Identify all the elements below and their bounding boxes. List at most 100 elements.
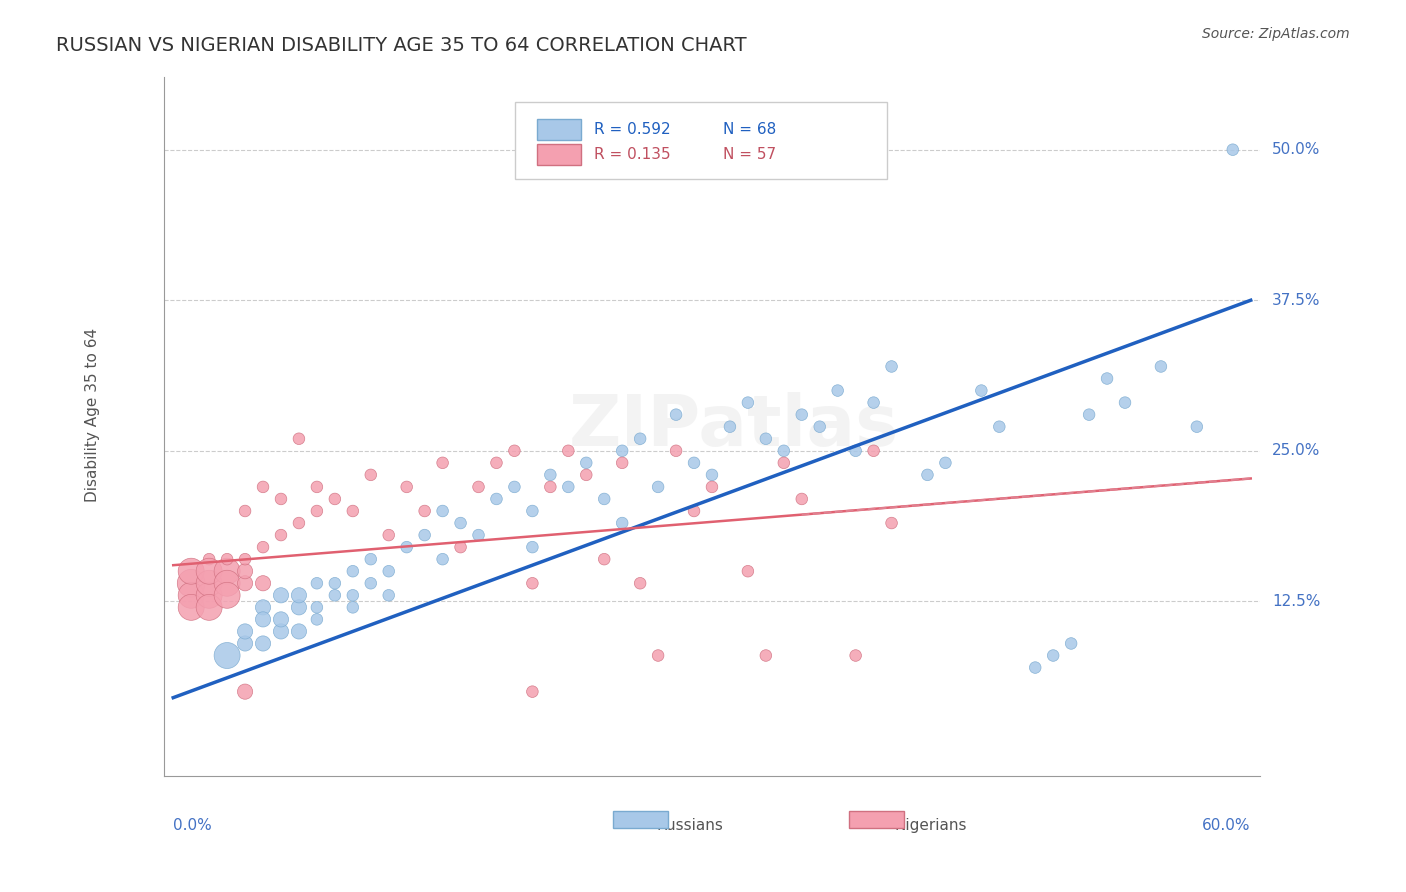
Text: 60.0%: 60.0% [1202,818,1251,833]
Point [522,576,544,591]
Point [772,456,794,470]
Text: Source: ZipAtlas.com: Source: ZipAtlas.com [1202,27,1350,41]
Point [970,384,993,398]
Point [323,491,346,506]
Point [772,443,794,458]
Point [557,480,579,494]
Point [665,443,688,458]
Text: R = 0.592: R = 0.592 [593,122,671,137]
Point [522,684,544,698]
Point [718,419,741,434]
Text: Russians: Russians [657,818,724,833]
Point [557,443,579,458]
Point [485,491,508,506]
Text: 37.5%: 37.5% [1272,293,1320,308]
Text: RUSSIAN VS NIGERIAN DISABILITY AGE 35 TO 64 CORRELATION CHART: RUSSIAN VS NIGERIAN DISABILITY AGE 35 TO… [56,36,747,54]
Point [845,443,868,458]
Point [665,408,688,422]
Point [737,564,759,578]
Point [288,516,311,530]
Point [288,588,311,602]
Point [252,480,274,494]
FancyBboxPatch shape [537,144,581,165]
Point [1078,408,1101,422]
Point [1095,371,1118,385]
Point [1222,143,1244,157]
Point [360,467,382,482]
Point [432,504,454,518]
Point [737,395,759,409]
Point [198,564,221,578]
Point [538,467,561,482]
Point [647,480,669,494]
Point [503,480,526,494]
Point [467,480,489,494]
Point [503,443,526,458]
Point [342,600,364,615]
Text: Nigerians: Nigerians [894,818,967,833]
Point [198,576,221,591]
Point [305,480,328,494]
Point [880,516,903,530]
Point [377,588,399,602]
Point [647,648,669,663]
FancyBboxPatch shape [515,102,887,178]
Point [683,504,706,518]
Text: ZIPatlas: ZIPatlas [569,392,898,461]
Point [467,528,489,542]
Point [1042,648,1064,663]
Point [217,552,239,566]
Point [270,612,292,626]
Point [432,552,454,566]
Point [845,648,868,663]
Point [395,540,418,554]
Point [252,540,274,554]
Point [233,684,256,698]
Point [700,467,723,482]
Point [612,456,634,470]
Point [288,600,311,615]
Text: N = 68: N = 68 [723,122,776,137]
Point [683,456,706,470]
Point [180,576,202,591]
Point [450,516,472,530]
Point [917,467,939,482]
Point [252,576,274,591]
Point [342,504,364,518]
Point [395,480,418,494]
Point [233,564,256,578]
Point [233,576,256,591]
Point [198,588,221,602]
Point [988,419,1011,434]
Point [808,419,831,434]
Point [790,491,813,506]
Point [413,504,436,518]
FancyBboxPatch shape [537,120,581,140]
Text: R = 0.135: R = 0.135 [593,147,671,161]
Point [252,612,274,626]
Point [270,528,292,542]
Point [790,408,813,422]
Point [377,564,399,578]
Point [233,504,256,518]
Point [217,588,239,602]
Text: N = 57: N = 57 [723,147,776,161]
Point [755,432,778,446]
Point [270,491,292,506]
Text: Disability Age 35 to 64: Disability Age 35 to 64 [84,327,100,501]
Point [342,564,364,578]
Point [360,552,382,566]
Point [377,528,399,542]
Point [593,491,616,506]
Point [198,600,221,615]
Point [1060,636,1083,650]
Point [288,624,311,639]
Point [217,648,239,663]
Point [880,359,903,374]
Point [1185,419,1208,434]
Point [522,504,544,518]
Point [1024,660,1046,674]
Point [575,467,598,482]
Point [862,395,884,409]
Point [305,576,328,591]
